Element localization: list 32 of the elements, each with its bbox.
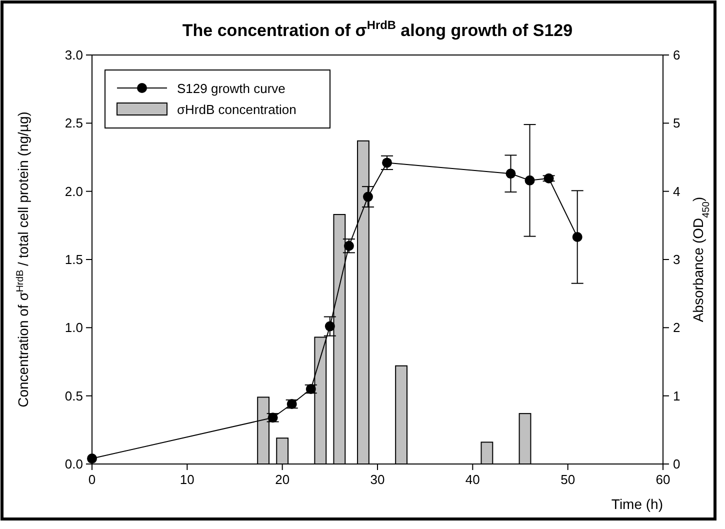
y2-tick-label: 6 — [673, 48, 680, 62]
y2-tick-label: 0 — [673, 456, 680, 472]
y2-tick-label: 1 — [673, 388, 680, 404]
point — [362, 192, 373, 202]
x-tick-label: 60 — [656, 472, 670, 487]
point — [524, 175, 535, 186]
y-tick-label: 2.5 — [64, 116, 83, 131]
y-tick-label: 2.0 — [64, 184, 83, 199]
x-tick-label: 20 — [275, 472, 290, 487]
x-tick-label: 0 — [88, 472, 96, 487]
point — [324, 321, 335, 332]
legend-label: S129 growth curve — [177, 81, 286, 96]
y2-tick-label: 3 — [673, 252, 680, 267]
legend-label: σHrdB concentration — [177, 102, 296, 117]
y-tick-label: 0.5 — [64, 388, 83, 404]
y-tick-label: 1.0 — [64, 320, 83, 336]
y-tick-label: 3.0 — [64, 48, 83, 62]
point — [382, 158, 392, 168]
point — [344, 240, 354, 251]
point — [572, 232, 582, 242]
x-axis-title: Time (h) — [611, 496, 663, 512]
y-tick-label: 1.5 — [64, 252, 83, 267]
x-tick-label: 50 — [560, 472, 576, 487]
y2-tick-label: 5 — [673, 116, 680, 131]
y2-tick-label: 2 — [673, 320, 680, 336]
y2-tick-label: 4 — [673, 184, 680, 199]
y-tick-label: 0.0 — [64, 456, 83, 472]
chart-title: The concentration of σ$^{HrdB}$ along growth of S129 — [182, 18, 573, 40]
x-tick-label: 40 — [465, 472, 480, 487]
x-tick-label: 10 — [180, 472, 194, 487]
point — [506, 168, 516, 179]
x-tick-label: 30 — [370, 472, 385, 487]
